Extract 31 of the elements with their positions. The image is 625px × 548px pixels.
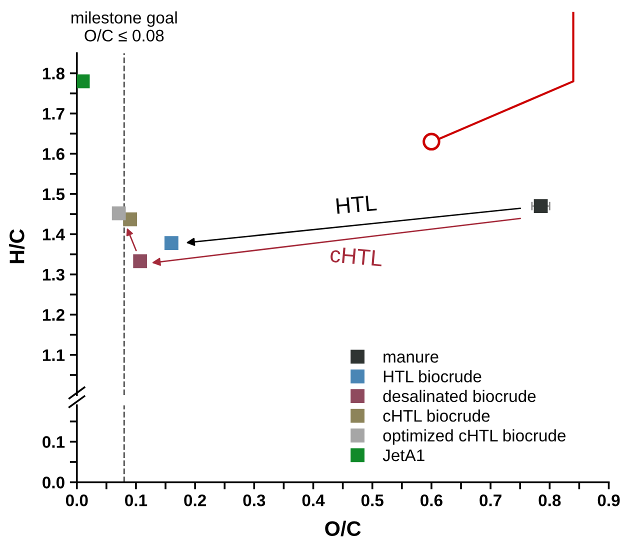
x-tick-label: 0.5 (361, 494, 384, 506)
y-tick-label: 0.1 (42, 436, 65, 448)
y-tick-label: 1.2 (42, 309, 64, 321)
y-axis-title: H/C (9, 229, 25, 264)
legend-label: optimized cHTL biocrude (383, 429, 566, 445)
x-tick-label: 0.4 (302, 494, 325, 506)
legend-label: desalinated biocrude (383, 390, 536, 402)
y-tick-label: 1.6 (42, 148, 64, 160)
legend-label: HTL biocrude (384, 370, 482, 382)
x-axis-title: O/C (325, 520, 361, 536)
x-tick-label: 0.2 (184, 494, 206, 506)
x-tick-label: 0.8 (538, 494, 561, 506)
x-tick-label: 0.7 (480, 494, 502, 506)
ref-line-label: milestone goal O/C ≤ 0.08 (72, 11, 177, 42)
legend-label: manure (384, 354, 438, 363)
y-tick-label: 1.1 (42, 349, 65, 361)
y-tick-label: 1.7 (42, 108, 64, 120)
x-tick-label: 0.6 (420, 494, 442, 506)
legend-label: cHTL biocrude (383, 410, 490, 422)
annotation: cHTL (330, 246, 383, 266)
x-tick-label: 0.0 (66, 494, 88, 506)
y-tick-label: 1.8 (42, 68, 65, 80)
y-tick-label: 1.5 (42, 188, 65, 200)
annotation: HTL (336, 195, 377, 214)
x-tick-label: 0.1 (125, 494, 148, 506)
y-tick-label: 1.3 (42, 268, 64, 281)
y-tick-label: 1.4 (42, 228, 65, 240)
y-tick-label: 0.0 (42, 476, 64, 488)
x-tick-label: 0.9 (598, 494, 620, 506)
legend-label: JetA1 (382, 450, 424, 462)
x-tick-label: 0.3 (243, 494, 266, 506)
